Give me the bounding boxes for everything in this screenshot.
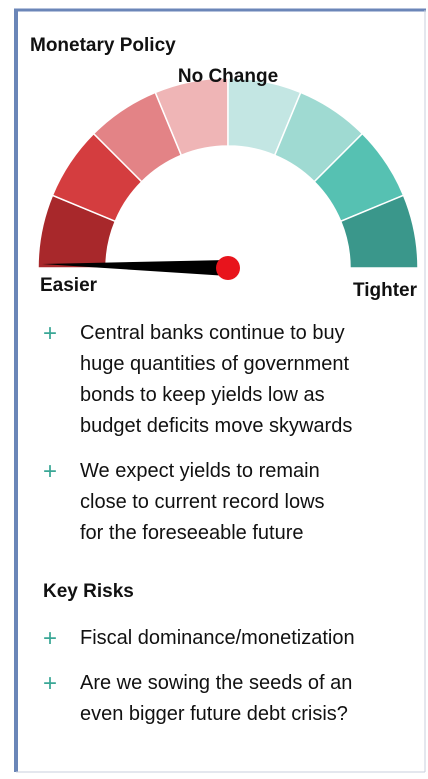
bullet-text: bonds to keep yields low as: [80, 384, 325, 406]
bullet-marker: +: [43, 320, 57, 347]
bullet-text: for the foreseeable future: [80, 522, 303, 544]
bullet-text: Central banks continue to buy: [80, 322, 345, 344]
bullet-text: budget deficits move skywards: [80, 415, 352, 437]
gauge-left-label: Easier: [40, 275, 98, 296]
bullet-marker: +: [43, 458, 57, 485]
bullet-text: even bigger future debt crisis?: [80, 703, 348, 725]
bullet-text: We expect yields to remain: [80, 460, 320, 482]
gauge-right-label: Tighter: [353, 280, 418, 301]
bullet-text: Are we sowing the seeds of an: [80, 672, 352, 694]
bullet-text: Fiscal dominance/monetization: [80, 627, 355, 649]
bullet-text: huge quantities of government: [80, 353, 350, 375]
content: + Central banks continue to buy huge quant…: [43, 320, 355, 725]
gauge-hub: [216, 256, 240, 280]
title: Monetary Policy: [30, 35, 176, 56]
gauge-needle: [42, 260, 228, 276]
gauge: [37, 77, 419, 280]
bullet-marker: +: [43, 670, 57, 697]
bullet-marker: +: [43, 625, 57, 652]
section-heading: Key Risks: [43, 581, 134, 602]
gauge-segment: [339, 194, 419, 269]
gauge-top-label: No Change: [178, 66, 278, 87]
bullet-text: close to current record lows: [80, 491, 325, 513]
